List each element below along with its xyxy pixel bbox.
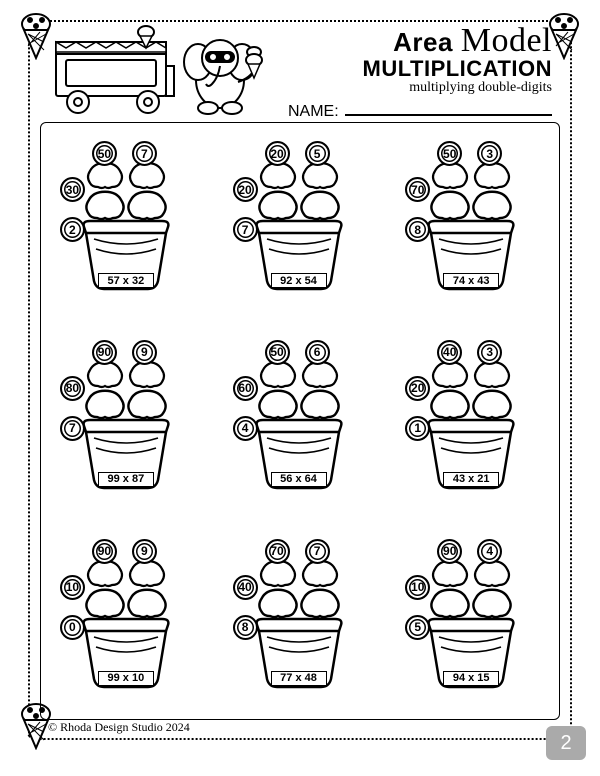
factor-circle: 8 (405, 217, 430, 242)
ice-cream-problem-icon: 50 7 30 2 57 x 32 (50, 133, 198, 311)
factor-circle: 9 (132, 539, 157, 564)
name-underline (345, 100, 552, 116)
factor-circle: 90 (92, 539, 117, 564)
problem-cell: 90 4 10 5 94 x 15 (386, 520, 559, 719)
factor-circle: 70 (265, 539, 290, 564)
page-number-badge: 2 (546, 726, 586, 760)
problem-cell: 90 9 10 0 99 x 10 (41, 520, 214, 719)
factor-circle: 7 (60, 416, 85, 441)
expression-box: 74 x 43 (443, 273, 499, 288)
ice-cream-problem-icon: 90 9 80 7 99 x 87 (50, 332, 198, 510)
factor-circle: 90 (92, 340, 117, 365)
factor-circle: 50 (265, 340, 290, 365)
name-label: NAME: (288, 103, 339, 121)
factor-circle: 50 (437, 141, 462, 166)
problem-cell: 20 5 20 7 92 x 54 (214, 123, 387, 322)
problem-cell: 40 3 20 1 43 x 21 (386, 322, 559, 521)
worksheet-page: Area Model MULTIPLICATION multiplying do… (0, 0, 600, 776)
factor-circle: 5 (405, 615, 430, 640)
factor-circle: 20 (233, 177, 258, 202)
factor-circle: 9 (132, 340, 157, 365)
factor-circle: 6 (305, 340, 330, 365)
factor-circle: 4 (233, 416, 258, 441)
factor-circle: 20 (265, 141, 290, 166)
factor-circle: 40 (437, 340, 462, 365)
factor-circle: 20 (405, 376, 430, 401)
expression-box: 99 x 87 (98, 472, 154, 487)
factor-circle: 0 (60, 615, 85, 640)
problems-grid: 50 7 30 2 57 x 32 20 5 20 7 92 x 54 (41, 123, 559, 719)
factor-circle: 7 (132, 141, 157, 166)
expression-box: 56 x 64 (271, 472, 327, 487)
factor-circle: 2 (60, 217, 85, 242)
factor-circle: 50 (92, 141, 117, 166)
ice-cream-problem-icon: 90 9 10 0 99 x 10 (50, 531, 198, 709)
factor-circle: 10 (405, 575, 430, 600)
expression-box: 57 x 32 (98, 273, 154, 288)
expression-box: 94 x 15 (443, 671, 499, 686)
factor-circle: 70 (405, 177, 430, 202)
problem-cell: 70 7 40 8 77 x 48 (214, 520, 387, 719)
problem-cell: 90 9 80 7 99 x 87 (41, 322, 214, 521)
factor-circle: 40 (233, 575, 258, 600)
problem-cell: 50 7 30 2 57 x 32 (41, 123, 214, 322)
problem-cell: 50 3 70 8 74 x 43 (386, 123, 559, 322)
ice-cream-problem-icon: 50 3 70 8 74 x 43 (395, 133, 543, 311)
factor-circle: 1 (405, 416, 430, 441)
expression-box: 77 x 48 (271, 671, 327, 686)
title-word-model: Model (461, 22, 552, 59)
expression-box: 99 x 10 (98, 671, 154, 686)
ice-cream-problem-icon: 50 6 60 4 56 x 64 (223, 332, 371, 510)
title-multiplication: MULTIPLICATION (292, 56, 552, 82)
ice-cream-problem-icon: 40 3 20 1 43 x 21 (395, 332, 543, 510)
ice-cream-problem-icon: 70 7 40 8 77 x 48 (223, 531, 371, 709)
factor-circle: 80 (60, 376, 85, 401)
ice-cream-problem-icon: 90 4 10 5 94 x 15 (395, 531, 543, 709)
factor-circle: 7 (233, 217, 258, 242)
expression-box: 92 x 54 (271, 273, 327, 288)
factor-circle: 60 (233, 376, 258, 401)
factor-circle: 3 (477, 340, 502, 365)
name-field[interactable]: NAME: (288, 100, 552, 121)
subtitle: multiplying double-digits (292, 80, 552, 96)
worksheet-header: Area Model MULTIPLICATION multiplying do… (48, 22, 552, 118)
factor-circle: 90 (437, 539, 462, 564)
title-block: Area Model MULTIPLICATION multiplying do… (292, 22, 552, 96)
factor-circle: 7 (305, 539, 330, 564)
copyright-text: © Rhoda Design Studio 2024 (48, 720, 190, 735)
expression-box: 43 x 21 (443, 472, 499, 487)
factor-circle: 8 (233, 615, 258, 640)
factor-circle: 3 (477, 141, 502, 166)
factor-circle: 10 (60, 575, 85, 600)
title-word-area: Area (393, 27, 453, 57)
problem-cell: 50 6 60 4 56 x 64 (214, 322, 387, 521)
factor-circle: 30 (60, 177, 85, 202)
factor-circle: 5 (305, 141, 330, 166)
problems-frame: 50 7 30 2 57 x 32 20 5 20 7 92 x 54 (40, 122, 560, 720)
ice-cream-problem-icon: 20 5 20 7 92 x 54 (223, 133, 371, 311)
ice-cream-truck-elephant-icon (48, 22, 278, 118)
factor-circle: 4 (477, 539, 502, 564)
